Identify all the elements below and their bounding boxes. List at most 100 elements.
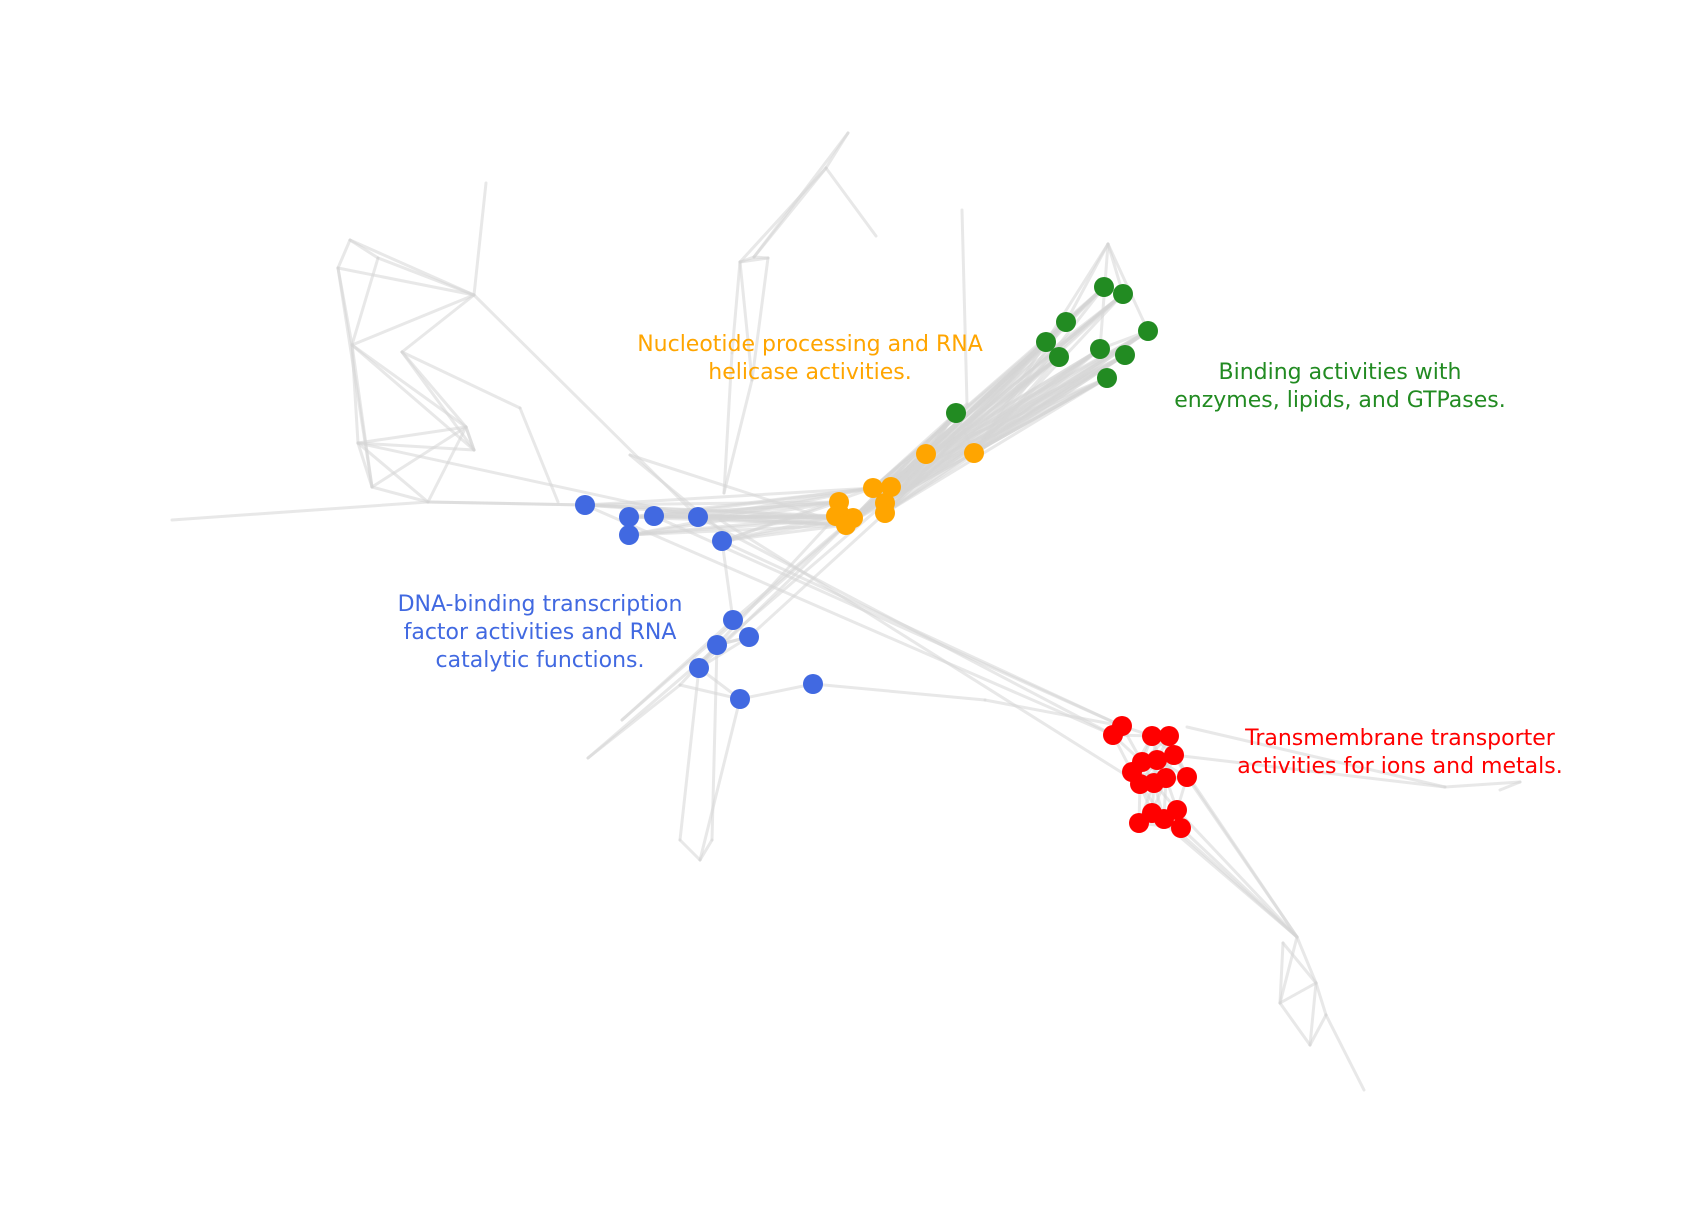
node-green xyxy=(1090,339,1110,359)
graph-edge xyxy=(1314,981,1328,1017)
graph-edge xyxy=(1278,941,1285,1005)
graph-edge xyxy=(1172,753,1299,939)
graph-edge xyxy=(730,260,742,355)
graph-edge xyxy=(348,238,476,297)
node-red xyxy=(1171,818,1191,838)
graph-edge xyxy=(1278,981,1318,1005)
node-green xyxy=(1094,277,1114,297)
node-green xyxy=(1115,345,1135,365)
graph-edge xyxy=(336,266,476,297)
graph-edge xyxy=(1498,780,1522,792)
node-blue xyxy=(689,658,709,678)
graph-edge xyxy=(752,255,770,260)
graph-edge xyxy=(972,285,1106,455)
graph-edge xyxy=(811,682,987,702)
graph-edge xyxy=(738,682,815,701)
graph-edge xyxy=(400,350,468,429)
node-green xyxy=(1036,332,1056,352)
graph-edge xyxy=(350,293,476,347)
graph-edge xyxy=(1295,935,1318,985)
graph-edge xyxy=(356,441,700,519)
graph-edge xyxy=(628,453,848,527)
graph-edge xyxy=(472,181,488,297)
graph-edge xyxy=(370,485,430,504)
node-orange xyxy=(916,444,936,464)
graph-edge xyxy=(678,683,742,701)
cluster-label-dna-binding: DNA-binding transcription factor activit… xyxy=(397,592,683,673)
graph-edge xyxy=(350,343,468,429)
graph-edge xyxy=(583,503,1115,737)
node-red xyxy=(1164,745,1184,765)
node-blue xyxy=(575,495,595,515)
node-blue xyxy=(712,531,732,551)
node-blue xyxy=(730,689,750,709)
node-green xyxy=(946,403,966,423)
node-blue xyxy=(803,674,823,694)
graph-edge xyxy=(983,698,1124,728)
graph-edge xyxy=(336,238,352,270)
graph-edge xyxy=(1281,941,1318,985)
graph-edge xyxy=(844,411,958,527)
node-green xyxy=(1049,347,1069,367)
node-red xyxy=(1147,750,1167,770)
graph-edge xyxy=(170,500,430,522)
graph-edge xyxy=(350,343,476,452)
graph-edge xyxy=(747,511,887,639)
graph-edge xyxy=(1308,981,1318,1047)
node-green xyxy=(1097,368,1117,388)
graph-edge xyxy=(1172,753,1447,789)
graph-edge xyxy=(824,166,878,238)
node-orange xyxy=(881,477,901,497)
graph-edge xyxy=(1443,780,1522,789)
graph-edge xyxy=(731,516,855,622)
node-red xyxy=(1177,767,1197,787)
cluster-label-transmembrane-transporter: Transmembrane transporter activities for… xyxy=(1237,726,1563,779)
cluster-label-binding-activities: Binding activities with enzymes, lipids,… xyxy=(1174,360,1506,413)
graph-edge xyxy=(350,256,380,347)
node-red xyxy=(1129,813,1149,833)
graph-edge xyxy=(738,260,754,382)
graph-edge xyxy=(464,425,476,452)
graph-edge xyxy=(426,500,587,507)
graph-edge xyxy=(698,697,742,862)
graph-edge xyxy=(720,486,875,543)
node-orange xyxy=(964,443,984,463)
graph-edge xyxy=(1185,725,1447,789)
graph-edge xyxy=(356,425,468,445)
graph-edge xyxy=(722,351,734,495)
node-green xyxy=(1056,312,1076,332)
graph-edge xyxy=(1308,1013,1328,1047)
cluster-label-nucleotide-processing: Nucleotide processing and RNA helicase a… xyxy=(637,332,983,385)
graph-edge xyxy=(1278,935,1299,1005)
graph-edge xyxy=(1175,808,1299,939)
graph-edge xyxy=(752,166,828,259)
graph-edge xyxy=(722,378,754,495)
node-blue xyxy=(723,610,743,630)
graph-edge xyxy=(960,208,969,406)
node-red xyxy=(1142,726,1162,746)
node-orange xyxy=(836,515,856,535)
node-orange xyxy=(875,503,895,523)
graph-edge xyxy=(678,666,701,842)
graph-edge xyxy=(1064,242,1110,324)
graph-edge xyxy=(652,514,1124,728)
graph-edge xyxy=(400,293,476,354)
graph-edge xyxy=(356,441,430,504)
node-green xyxy=(1113,284,1133,304)
graph-edge xyxy=(518,406,560,504)
graph-edge xyxy=(1324,1013,1366,1092)
node-blue xyxy=(619,507,639,527)
node-blue xyxy=(739,627,759,647)
graph-edge xyxy=(1278,1001,1312,1047)
graph-edge xyxy=(400,350,522,410)
node-red xyxy=(1103,725,1123,745)
node-red xyxy=(1159,726,1179,746)
graph-edge xyxy=(750,256,770,382)
node-layer xyxy=(575,277,1197,838)
node-red xyxy=(1156,768,1176,788)
node-red xyxy=(1154,809,1174,829)
node-orange xyxy=(863,478,883,498)
graph-edge xyxy=(583,486,875,507)
graph-edge xyxy=(336,266,374,489)
